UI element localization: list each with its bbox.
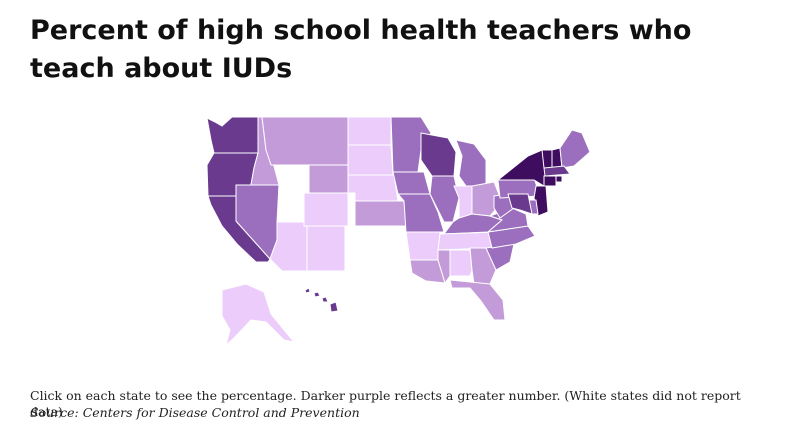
state-nd[interactable] xyxy=(347,116,392,146)
state-co[interactable] xyxy=(303,192,349,227)
state-mt[interactable] xyxy=(261,116,349,166)
state-sd[interactable] xyxy=(347,144,394,176)
state-md[interactable] xyxy=(507,193,533,215)
state-wy[interactable] xyxy=(308,164,349,194)
state-ct[interactable] xyxy=(543,175,557,187)
state-wa[interactable] xyxy=(206,116,259,154)
state-ri[interactable] xyxy=(555,175,563,183)
state-ia[interactable] xyxy=(392,171,431,195)
state-ks[interactable] xyxy=(354,200,407,227)
state-hi[interactable] xyxy=(304,287,339,313)
page-title: Percent of high school health teachers w… xyxy=(30,15,692,84)
state-nm[interactable] xyxy=(306,225,346,272)
state-al[interactable] xyxy=(449,249,473,277)
state-vt[interactable] xyxy=(541,149,553,169)
state-wi[interactable] xyxy=(420,132,457,177)
state-ak[interactable] xyxy=(221,283,296,347)
state-ar[interactable] xyxy=(405,231,441,261)
state-mi[interactable] xyxy=(455,139,487,187)
state-fl[interactable] xyxy=(449,279,506,321)
states-layer xyxy=(206,116,591,347)
state-ms[interactable] xyxy=(437,249,451,285)
state-ma[interactable] xyxy=(543,165,571,177)
state-ne[interactable] xyxy=(347,174,399,202)
state-me[interactable] xyxy=(559,129,591,169)
map-note: Click on each state to see the percentag… xyxy=(30,388,741,419)
map-source: Source: Centers for Disease Control and … xyxy=(30,405,360,420)
state-ok[interactable] xyxy=(344,225,407,233)
state-la[interactable] xyxy=(409,259,446,284)
